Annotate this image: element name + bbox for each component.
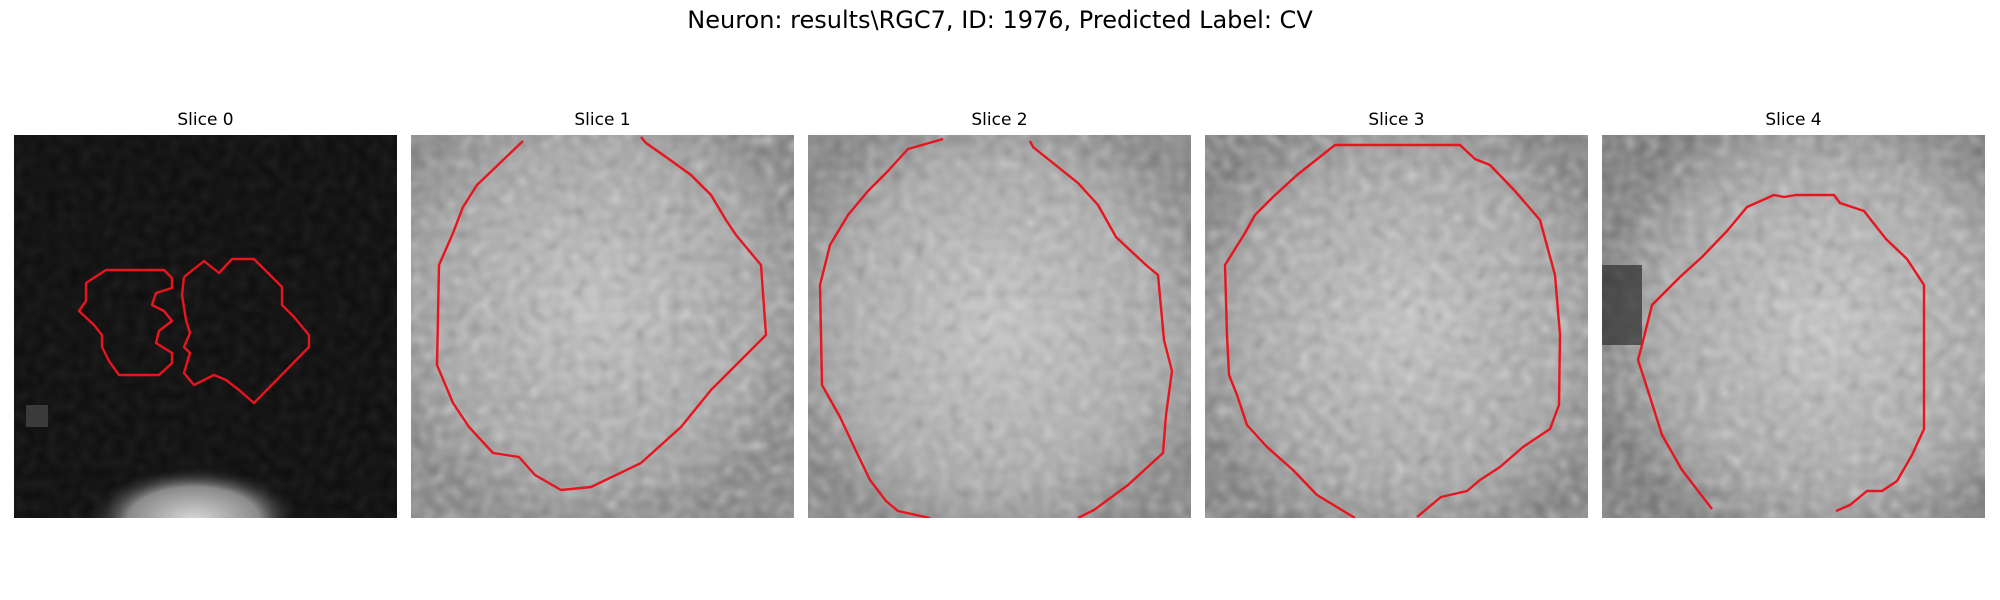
slice-1-panel: Slice 1 [411,105,794,518]
slice-0-contour-right [180,257,311,405]
slice-4-image [1602,135,1985,518]
slice-1-image [411,135,794,518]
slice-2-title: Slice 2 [971,110,1028,130]
slice-2-panel: Slice 2 [808,105,1191,518]
slice-3-title: Slice 3 [1368,110,1425,130]
slice-2-image [808,135,1191,518]
slice-1-title: Slice 1 [574,110,631,130]
slice-3-image [1205,135,1588,518]
slice-3-panel: Slice 3 [1205,105,1588,518]
slice-2-contour [818,137,944,518]
figure-title: Neuron: results\RGC7, ID: 1976, Predicte… [687,6,1313,34]
slice-0-contour-left [77,268,174,377]
slice-4-title: Slice 4 [1765,110,1822,130]
slice-1-contour [435,136,768,492]
slice-0-panel: Slice 0 [14,105,397,518]
slice-2-contour-right [1028,140,1174,518]
slice-0-image [14,135,397,518]
slice-4-contour [1636,193,1926,513]
slice-4-panel: Slice 4 [1602,105,1985,518]
slice-3-contour [1223,143,1562,518]
slice-0-title: Slice 0 [177,110,234,130]
